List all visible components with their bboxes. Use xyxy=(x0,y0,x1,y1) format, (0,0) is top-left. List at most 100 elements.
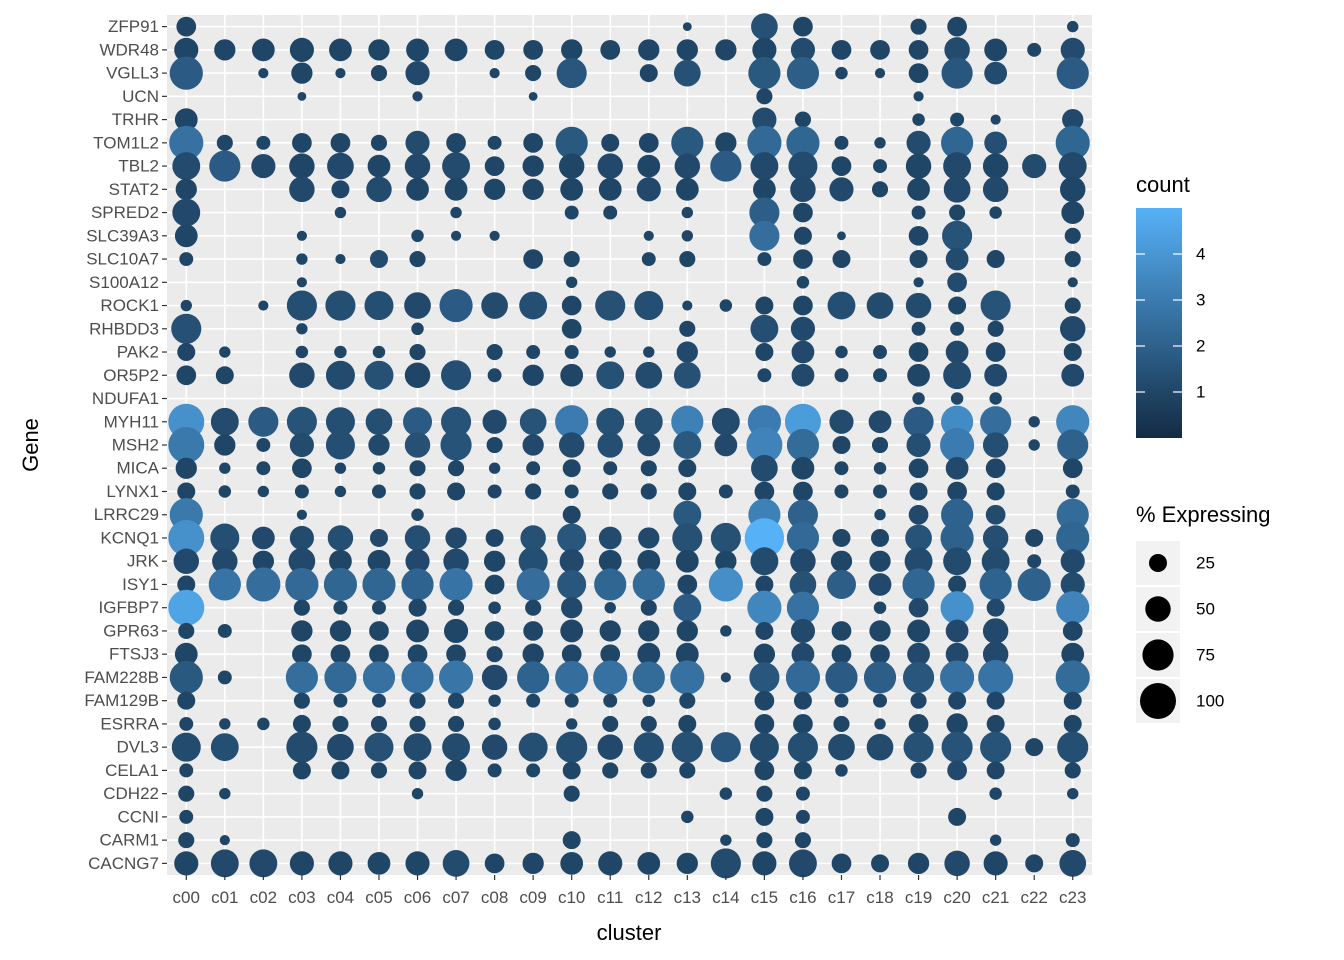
dot-JRK-c08 xyxy=(483,550,506,572)
x-tick-label: c06 xyxy=(404,888,431,907)
y-tick-label: NDUFA1 xyxy=(92,389,159,408)
dot-CACNG7-c05 xyxy=(367,851,391,875)
dot-PAK2-c21 xyxy=(985,342,1006,362)
dot-OR5P2-c18 xyxy=(873,368,887,383)
dot-KCNQ1-c06 xyxy=(404,525,431,551)
dot-VGLL3-c02 xyxy=(258,68,269,79)
dot-DVL3-c18 xyxy=(866,733,894,761)
dot-S100A12-c23 xyxy=(1067,277,1078,288)
dot-STAT2-c11 xyxy=(598,177,622,201)
dot-RHBDD3-c21 xyxy=(987,320,1004,337)
dot-SLC10A7-c13 xyxy=(679,251,696,268)
dot-MSH2-c11 xyxy=(597,432,623,458)
dot-ESRRA-c11 xyxy=(602,715,619,732)
dot-S100A12-c19 xyxy=(913,277,924,288)
dot-ROCK1-c17 xyxy=(827,291,856,320)
size-legend-label: 25 xyxy=(1196,554,1215,573)
dot-CARM1-c21 xyxy=(989,834,1002,846)
dot-OR5P2-c15 xyxy=(757,368,772,383)
dot-ESRRA-c21 xyxy=(986,714,1005,733)
dot-CELA1-c00 xyxy=(179,763,194,778)
dot-JRK-c17 xyxy=(830,550,853,572)
dot-JRK-c01 xyxy=(212,548,238,574)
dot-MSH2-c17 xyxy=(832,436,851,454)
dot-ISY1-c04 xyxy=(323,567,358,602)
dot-OR5P2-c21 xyxy=(984,363,1008,387)
dot-LYNX1-c23 xyxy=(1065,484,1080,499)
dot-FAM228B-c20 xyxy=(940,660,975,695)
dot-MYH11-c07 xyxy=(441,406,472,437)
dot-SLC39A3-c13 xyxy=(681,230,694,242)
dot-ZFP91-c16 xyxy=(793,16,813,37)
dot-JRK-c22 xyxy=(1027,554,1042,569)
size-legend-dot xyxy=(1149,554,1167,572)
dot-UCN-c15 xyxy=(756,88,773,105)
dot-IGFBP7-c13 xyxy=(673,593,702,622)
dot-SLC39A3-c06 xyxy=(411,229,424,243)
dot-CELA1-c10 xyxy=(562,761,581,780)
dot-ROCK1-c02 xyxy=(258,300,269,311)
dot-ROCK1-c18 xyxy=(866,292,894,319)
dot-TOM1L2-c07 xyxy=(446,132,466,153)
dot-MYH11-c21 xyxy=(980,406,1012,438)
dot-CELA1-c15 xyxy=(754,760,775,781)
dot-DVL3-c21 xyxy=(980,731,1012,763)
dot-OR5P2-c05 xyxy=(364,360,394,390)
x-tick-label: c16 xyxy=(789,888,816,907)
dot-RHBDD3-c06 xyxy=(411,322,424,336)
dot-WDR48-c18 xyxy=(870,40,890,60)
dot-FTSJ3-c03 xyxy=(292,644,312,665)
dot-ISY1-c17 xyxy=(826,569,856,599)
dot-TBL2-c18 xyxy=(873,159,887,174)
y-tick-label: ESRRA xyxy=(100,714,159,733)
dot-CACNG7-c23 xyxy=(1059,850,1087,877)
dot-MYH11-c16 xyxy=(784,403,821,440)
x-tick-label: c13 xyxy=(674,888,701,907)
dot-LYNX1-c06 xyxy=(409,483,426,500)
size-legend-label: 75 xyxy=(1196,646,1215,665)
dot-STAT2-c06 xyxy=(406,177,429,201)
dot-CARM1-c14 xyxy=(720,834,732,846)
dot-SPRED2-c04 xyxy=(334,206,347,219)
dot-DVL3-c10 xyxy=(556,731,588,763)
dot-DVL3-c06 xyxy=(403,733,432,762)
dot-MSH2-c14 xyxy=(714,433,738,457)
dot-FTSJ3-c09 xyxy=(522,643,544,665)
dot-CACNG7-c17 xyxy=(831,853,852,874)
dot-FTSJ3-c20 xyxy=(945,642,969,666)
dot-WDR48-c07 xyxy=(444,38,468,62)
dot-CCNI-c20 xyxy=(948,807,967,826)
dot-FAM129B-c06 xyxy=(409,692,426,709)
dot-CACNG7-c09 xyxy=(522,852,544,875)
dot-FTSJ3-c06 xyxy=(407,644,428,665)
dot-ZFP91-c20 xyxy=(947,16,967,37)
data-points xyxy=(168,13,1090,879)
dot-OR5P2-c11 xyxy=(596,361,625,390)
dot-PAK2-c19 xyxy=(908,342,929,362)
dot-SLC39A3-c16 xyxy=(793,226,812,245)
dot-GPR63-c08 xyxy=(484,621,505,641)
dot-SPRED2-c11 xyxy=(603,205,618,220)
dot-LRRC29-c21 xyxy=(985,504,1006,525)
dot-LRRC29-c23 xyxy=(1056,498,1089,531)
dot-MSH2-c13 xyxy=(673,431,702,459)
y-tick-label: TRHR xyxy=(112,110,159,129)
dot-SLC10A7-c12 xyxy=(641,252,656,267)
dot-MYH11-c05 xyxy=(365,408,393,436)
dot-CELA1-c05 xyxy=(370,762,388,779)
dot-WDR48-c00 xyxy=(174,37,199,62)
dot-CELA1-c11 xyxy=(602,762,619,779)
dot-DVL3-c09 xyxy=(518,732,548,762)
dot-LYNX1-c18 xyxy=(873,484,887,499)
dot-STAT2-c23 xyxy=(1060,176,1086,203)
dot-OR5P2-c03 xyxy=(289,362,315,388)
dot-CACNG7-c18 xyxy=(871,854,890,873)
dot-CDH22-c21 xyxy=(989,787,1002,800)
dot-CACNG7-c12 xyxy=(637,851,661,875)
dot-LRRC29-c10 xyxy=(562,505,581,524)
y-tick-label: CACNG7 xyxy=(88,854,159,873)
dot-ZFP91-c00 xyxy=(176,16,197,37)
dot-FTSJ3-c04 xyxy=(330,644,351,665)
dot-FTSJ3-c10 xyxy=(561,644,582,665)
dot-PAK2-c13 xyxy=(676,341,698,363)
